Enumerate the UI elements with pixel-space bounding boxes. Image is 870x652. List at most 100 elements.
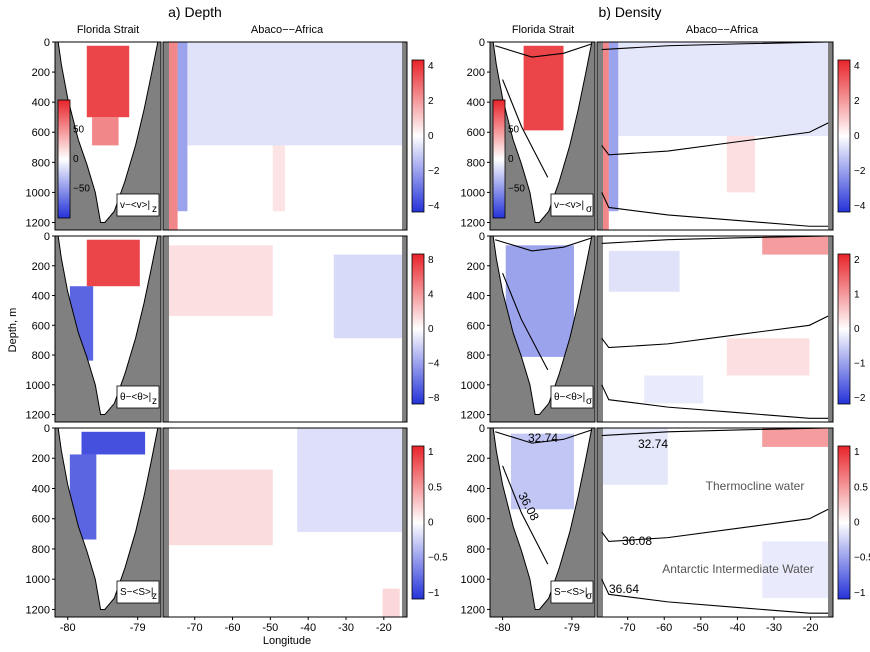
florida-colorbar-tick: −50 bbox=[73, 184, 90, 195]
basin-colorbar-tick: −0.5 bbox=[854, 553, 870, 564]
panel-label-text: v−<v>| bbox=[120, 200, 150, 211]
isopycnal-label-3274-basin: 32.74 bbox=[638, 437, 668, 451]
isopycnal-label-3274-florida: 32.74 bbox=[528, 431, 558, 445]
lon-tick-label: -20 bbox=[376, 622, 392, 634]
basin-colorbar bbox=[411, 59, 425, 213]
basin-west-wall bbox=[163, 42, 169, 230]
basin-anomaly-patch bbox=[163, 469, 273, 546]
isopycnal-label-3664-basin: 36.64 bbox=[609, 582, 639, 596]
panel-label-text: θ−<θ>| bbox=[554, 392, 585, 403]
basin-colorbar-tick: −4 bbox=[428, 359, 440, 370]
basin-colorbar-tick: −2 bbox=[428, 166, 440, 177]
florida-colorbar-tick: 0 bbox=[73, 154, 79, 165]
lon-tick-label: -60 bbox=[656, 622, 672, 634]
lon-tick-label: -70 bbox=[187, 622, 203, 634]
basin-panel-frame bbox=[162, 235, 408, 423]
basin-panel-frame bbox=[596, 235, 834, 423]
panel-label-subscript: σ bbox=[586, 591, 593, 602]
depth-tick-label: 400 bbox=[467, 97, 485, 109]
basin-colorbar bbox=[411, 445, 425, 600]
depth-tick-label: 200 bbox=[467, 261, 485, 273]
basin-anomaly-patch bbox=[333, 254, 403, 339]
basin-colorbar bbox=[837, 253, 851, 405]
depth-tick-label: 800 bbox=[467, 157, 485, 169]
florida-colorbar-tick: 50 bbox=[508, 125, 520, 136]
basin-anomaly-patch bbox=[597, 428, 668, 485]
depth-tick-label: 600 bbox=[32, 514, 50, 526]
basin-anomaly-patch bbox=[726, 338, 810, 376]
depth-tick-label: 800 bbox=[467, 350, 485, 362]
isopycnal-line-upper bbox=[601, 41, 829, 51]
lon-tick-label: -50 bbox=[693, 622, 709, 634]
basin-anomaly-patch bbox=[177, 42, 188, 212]
florida-anomaly-patch bbox=[511, 433, 574, 510]
basin-colorbar-tick: −0.5 bbox=[428, 553, 448, 564]
lon-tick-label: -40 bbox=[300, 622, 316, 634]
basin-panel-bg bbox=[163, 428, 407, 617]
basin-anomaly-patch bbox=[762, 428, 829, 447]
isopycnal-line-upper bbox=[601, 235, 829, 244]
depth-tick-label: 200 bbox=[32, 453, 50, 465]
depth-tick-label: 1200 bbox=[461, 410, 485, 422]
panel-label-subscript: σ bbox=[586, 204, 593, 215]
basin-panel-frame bbox=[596, 427, 834, 618]
depth-tick-label: 800 bbox=[32, 157, 50, 169]
colorbar-group: 50 0 −50 4 2 0 −2 −4 50 0 −50 4 2 0 −2 −4 8 4 0 −4 −8 2 1 0 −1 −2… bbox=[57, 59, 870, 600]
florida-panel-frame bbox=[489, 235, 596, 423]
depth-tick-label: 1200 bbox=[26, 410, 50, 422]
panel-label-subscript: z bbox=[152, 204, 157, 215]
depth-tick-label: 1000 bbox=[26, 187, 50, 199]
basin-colorbar-tick: −1 bbox=[854, 588, 866, 599]
lon-tick-label: -30 bbox=[338, 622, 354, 634]
basin-panel-bg bbox=[597, 42, 833, 230]
basin-anomaly-patch bbox=[297, 428, 403, 532]
panel-label-text: θ−<θ>| bbox=[120, 392, 151, 403]
isopycnal-line-lower bbox=[601, 578, 829, 614]
panel-label-subscript: σ bbox=[586, 396, 593, 407]
depth-tick-label: 0 bbox=[44, 231, 50, 243]
isopycnal-line-middle bbox=[601, 508, 829, 542]
florida-isopycnal-upper bbox=[495, 237, 593, 252]
basin-title-density: Abaco−−Africa bbox=[686, 24, 759, 36]
depth-tick-label: 1000 bbox=[461, 574, 485, 586]
depth-tick-label: 400 bbox=[32, 97, 50, 109]
florida-anomaly-patch bbox=[505, 245, 574, 357]
florida-isopycnal-deep bbox=[502, 465, 549, 565]
depth-tick-label: 800 bbox=[32, 544, 50, 556]
depth-tick-label: 0 bbox=[44, 37, 50, 49]
basin-colorbar-tick: −1 bbox=[428, 588, 440, 599]
basin-colorbar-tick: 0 bbox=[854, 131, 860, 142]
panel-label-subscript: z bbox=[152, 591, 157, 602]
panel-label-box bbox=[550, 193, 594, 217]
florida-title-density: Florida Strait bbox=[512, 24, 574, 36]
basin-panel-frame bbox=[162, 427, 408, 618]
column-title-density: b) Density bbox=[598, 4, 661, 20]
panel-label-box bbox=[116, 580, 160, 604]
basin-colorbar-tick: −4 bbox=[854, 201, 866, 212]
lon-tick-label: -50 bbox=[262, 622, 278, 634]
florida-colorbar-tick: 0 bbox=[508, 154, 514, 165]
basin-colorbar-tick: 2 bbox=[854, 255, 860, 266]
depth-tick-label: 1000 bbox=[461, 380, 485, 392]
isopycnal-line-upper bbox=[601, 427, 829, 437]
basin-west-wall bbox=[163, 236, 169, 422]
florida-panel-frame bbox=[54, 41, 162, 231]
lon-tick-label: -70 bbox=[620, 622, 636, 634]
depth-tick-label: 0 bbox=[479, 423, 485, 435]
panel-label-text: S−<S>| bbox=[120, 587, 153, 598]
isopycnal-line-lower bbox=[601, 192, 829, 227]
depth-tick-label: 1000 bbox=[461, 187, 485, 199]
y-axis-label: Depth, m bbox=[7, 308, 19, 353]
depth-tick-label: 1000 bbox=[26, 380, 50, 392]
depth-tick-label: 600 bbox=[467, 127, 485, 139]
basin-colorbar-tick: −2 bbox=[854, 393, 866, 404]
florida-isopycnal-upper bbox=[495, 429, 593, 444]
basin-colorbar-tick: 0 bbox=[428, 518, 434, 529]
basin-colorbar bbox=[411, 253, 425, 405]
depth-tick-label: 800 bbox=[467, 544, 485, 556]
basin-colorbar-tick: −1 bbox=[854, 359, 866, 370]
basin-panel-bg bbox=[597, 428, 833, 617]
depth-tick-label: 200 bbox=[467, 453, 485, 465]
basin-west-wall bbox=[597, 236, 603, 422]
